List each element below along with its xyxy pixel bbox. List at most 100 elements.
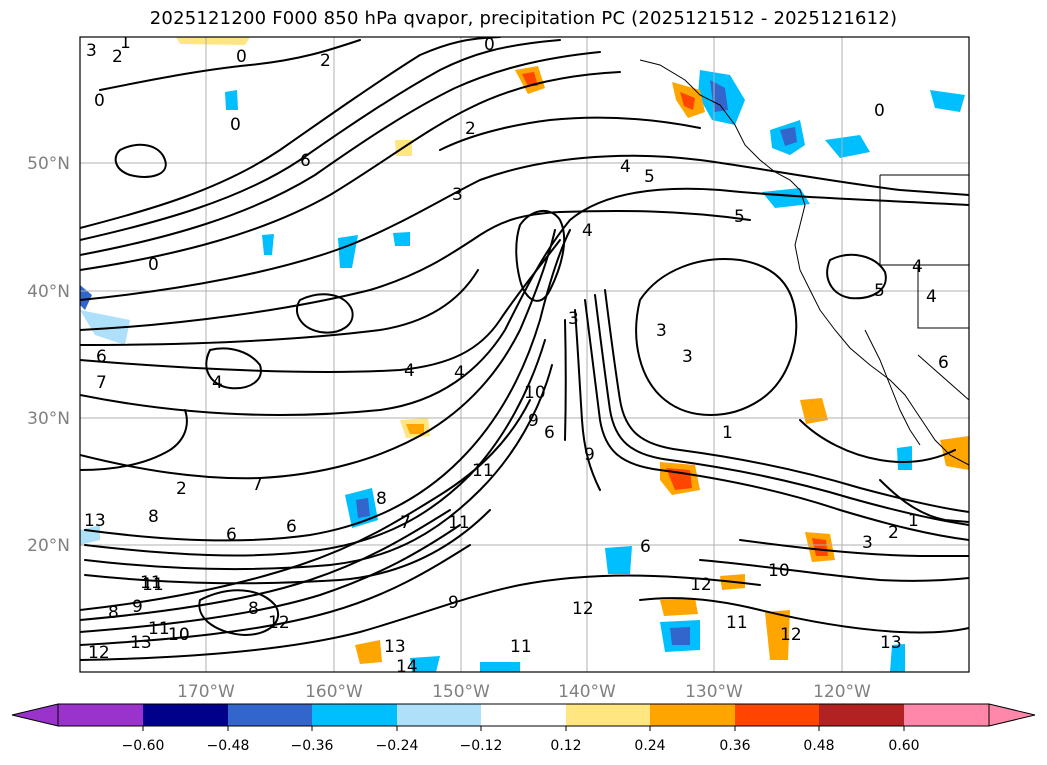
contour-label: 11 xyxy=(448,513,470,533)
contour-label: 0 xyxy=(148,255,159,275)
contour-label: 1 xyxy=(120,33,131,53)
colorbar-tick-label: −0.24 xyxy=(376,738,419,754)
precip-blob-neg xyxy=(762,188,810,208)
lon-tick-label: 150°W xyxy=(432,682,490,702)
lat-tick-label: 50°N xyxy=(27,154,70,174)
contour-label: 13 xyxy=(84,511,106,531)
lat-tick-label: 30°N xyxy=(27,409,70,429)
contour-labels: 3 2 1 0 0 2 0 0 6 0 2 4 5 3 4 5 0 4 5 4 … xyxy=(84,33,949,677)
precip-blob-pos xyxy=(680,92,695,110)
contour-label: 6 xyxy=(640,537,651,557)
contour-label: 6 xyxy=(938,353,949,373)
precip-blob-neg xyxy=(605,546,632,574)
contour-label: 2 xyxy=(465,119,476,139)
colorbar-tick-label: −0.36 xyxy=(291,738,334,754)
contour-label: 9 xyxy=(528,411,539,431)
precip-blob-pos xyxy=(765,610,790,660)
contour-label: 6 xyxy=(544,423,555,443)
contour-label: 1 xyxy=(908,511,919,531)
lon-tick-label: 170°W xyxy=(177,682,235,702)
contour-label: 7 xyxy=(400,513,411,533)
colorbar-segment xyxy=(904,704,989,726)
precip-blob-neg xyxy=(930,90,965,112)
contour-label: 8 xyxy=(108,603,119,623)
colorbar-tick-label: 0.48 xyxy=(803,738,834,754)
contour-label: 12 xyxy=(268,613,290,633)
colorbar-segment xyxy=(143,704,228,726)
contour-label: 3 xyxy=(86,41,97,61)
colorbar-segment xyxy=(566,704,650,726)
contour-label: 12 xyxy=(572,599,594,619)
precip-blob-pos xyxy=(176,37,250,45)
contour-label: 2 xyxy=(888,523,899,543)
precip-blob-pos xyxy=(522,72,538,86)
contour-label: 12 xyxy=(690,575,712,595)
figure-title: 2025121200 F000 850 hPa qvapor, precipit… xyxy=(149,8,898,29)
contour-label: 11 xyxy=(510,637,532,657)
contour-label: 5 xyxy=(874,281,885,301)
contour-label: 0 xyxy=(484,35,495,55)
map-frame xyxy=(79,36,970,673)
contour-label: 3 xyxy=(452,185,463,205)
colorbar-tick-label: 0.24 xyxy=(634,738,665,754)
contour-label: 13 xyxy=(130,633,152,653)
lon-tick-label: 120°W xyxy=(813,682,871,702)
contour-label: 3 xyxy=(568,309,579,329)
contour-label: 9 xyxy=(584,445,595,465)
precip-blob-neg xyxy=(890,644,905,672)
precip-blob-pos xyxy=(406,424,424,434)
contour-label: 4 xyxy=(582,221,593,241)
contour-label: 11 xyxy=(472,461,494,481)
lon-tick-label: 130°W xyxy=(685,682,743,702)
colorbar-extend-low xyxy=(11,703,59,727)
precip-blob-neg xyxy=(80,310,130,345)
contour-label: 6 xyxy=(286,517,297,537)
contour-label: 2 xyxy=(320,51,331,71)
contour-label: 3 xyxy=(656,321,667,341)
contour-label: 2 xyxy=(176,479,187,499)
contour-label: 10 xyxy=(168,625,190,645)
contour-label: 2 xyxy=(112,47,123,67)
contour-label: 13 xyxy=(384,637,406,657)
lon-tick-label: 140°W xyxy=(558,682,616,702)
precip-blob-pos xyxy=(660,598,698,616)
lat-tick-label: 20°N xyxy=(27,536,70,556)
contour-label: 0 xyxy=(94,91,105,111)
contour-label: 1 xyxy=(722,423,733,443)
colorbar-segment xyxy=(650,704,735,726)
precip-blob-neg xyxy=(356,498,370,518)
precip-blob-neg xyxy=(393,232,410,246)
contour-label: 4 xyxy=(620,157,631,177)
precip-blob-neg xyxy=(262,234,274,255)
contour-label: 11 xyxy=(140,573,162,593)
colorbar-tick-label: −0.60 xyxy=(122,738,165,754)
contour-label: 8 xyxy=(376,489,387,509)
colorbar-extend-high xyxy=(988,703,1036,727)
colorbar-segment xyxy=(228,704,312,726)
longitude-axis: 170°W 160°W 150°W 140°W 130°W 120°W xyxy=(177,682,871,702)
contour-label: 9 xyxy=(448,593,459,613)
contour-label: 14 xyxy=(396,657,418,677)
contour-label: 8 xyxy=(248,599,259,619)
contour-label: 6 xyxy=(300,151,311,171)
lon-tick-label: 160°W xyxy=(305,682,363,702)
contour-label: 4 xyxy=(212,373,223,393)
map-plot-area: 3 2 1 0 0 2 0 0 6 0 2 4 5 3 4 5 0 4 5 4 … xyxy=(80,33,969,677)
colorbar-frame xyxy=(57,703,990,727)
colorbar-segment xyxy=(312,704,397,726)
contour-label: 9 xyxy=(132,597,143,617)
precip-blob-neg xyxy=(897,446,912,470)
contour-label: 5 xyxy=(734,207,745,227)
contour-label: 3 xyxy=(682,347,693,367)
precip-blob-pos xyxy=(812,538,828,556)
colorbar-ticks xyxy=(142,726,905,731)
contour-label: 3 xyxy=(862,533,873,553)
contour-label: 4 xyxy=(926,287,937,307)
contour-label: 0 xyxy=(230,115,241,135)
colorbar-tick-label: −0.48 xyxy=(207,738,250,754)
precip-blob-neg xyxy=(670,627,690,645)
contour-label: 13 xyxy=(880,633,902,653)
lat-tick-label: 40°N xyxy=(27,282,70,302)
colorbar: −0.60 −0.48 −0.36 −0.24 −0.12 0.12 0.24 … xyxy=(11,703,1036,754)
